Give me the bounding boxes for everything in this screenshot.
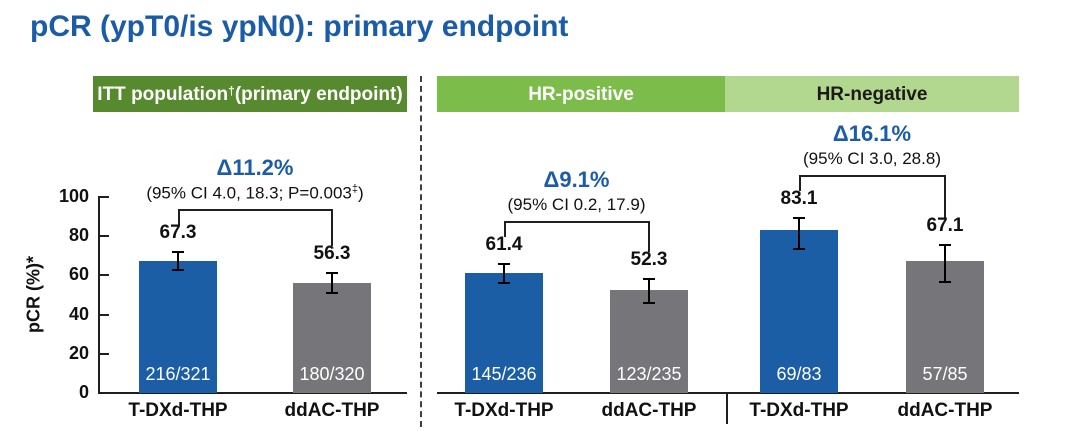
error-bar-cap-top — [643, 278, 655, 281]
delta-label: Δ16.1% — [832, 120, 912, 146]
y-tick-label: 100 — [58, 186, 89, 206]
bar-x-label: T-DXd-THP — [128, 400, 228, 421]
y-tick-mark — [100, 196, 109, 198]
comparison-bracket-left — [504, 220, 506, 237]
bar-count-label: 123/235 — [616, 364, 682, 384]
ci-text: (95% CI 3.0, 28.8) — [803, 148, 941, 168]
bar-t-dxd-thp — [760, 230, 838, 393]
bar-value-label: 52.3 — [630, 249, 668, 271]
comparison-bracket-left — [799, 174, 801, 191]
x-axis-left — [99, 392, 407, 394]
error-bar-cap-top — [498, 262, 510, 265]
page-title: pCR (ypT0/is ypN0): primary endpoint — [30, 10, 569, 43]
panel-header-hr-positive: HR-positive — [437, 76, 725, 112]
bar-x-label: T-DXd-THP — [454, 400, 554, 421]
dagger-symbol: † — [228, 84, 235, 98]
error-bar-cap-bottom — [498, 282, 510, 285]
y-tick-mark — [100, 352, 109, 355]
bar-ddac-thp — [610, 290, 688, 393]
comparison-bracket-right — [944, 174, 946, 219]
error-bar-line — [648, 278, 650, 304]
y-tick-label: 40 — [68, 303, 89, 324]
error-bar-cap-bottom — [793, 247, 805, 250]
comparison-bracket-top — [504, 220, 649, 223]
y-tick-mark — [100, 313, 109, 316]
comparison-bracket-top — [178, 208, 332, 211]
bar-value-label: 56.3 — [313, 243, 351, 265]
bar-ddac-thp — [293, 282, 371, 393]
ci-label: (95% CI 4.0, 18.3; P=0.003‡) — [95, 183, 415, 204]
error-bar-cap-bottom — [939, 281, 951, 284]
error-bar-line — [331, 272, 333, 294]
bar-count-label: 57/85 — [922, 364, 968, 384]
bar-count-label: 180/320 — [299, 364, 365, 384]
bar-t-dxd-thp — [139, 261, 217, 393]
bar-x-label: ddAC-THP — [601, 400, 697, 421]
panel-header-itt-suffix: (primary endpoint) — [234, 83, 403, 105]
bar-x-label: ddAC-THP — [897, 400, 993, 421]
y-tick-label: 20 — [68, 342, 89, 363]
bar-x-label: T-DXd-THP — [749, 400, 849, 421]
ci-label: (95% CI 3.0, 28.8) — [712, 149, 1032, 169]
ci-text-close: ) — [358, 183, 364, 203]
error-bar-line — [503, 262, 505, 285]
error-bar-cap-top — [793, 216, 805, 219]
bar-value-label: 67.3 — [159, 221, 197, 243]
x-axis-right — [437, 392, 1019, 394]
y-tick-mark — [100, 274, 109, 277]
double-dagger-symbol: ‡ — [351, 182, 358, 195]
y-tick-label: 0 — [78, 382, 89, 402]
delta-label: Δ11.2% — [216, 154, 294, 180]
error-bar-cap-bottom — [172, 269, 184, 272]
panel-divider-dashed-line — [420, 76, 422, 427]
bar-count-label: 69/83 — [776, 364, 822, 384]
ci-label: (95% CI 0.2, 17.9) — [417, 195, 737, 215]
ci-text: (95% CI 4.0, 18.3; P=0.003 — [146, 183, 352, 203]
error-bar-line — [944, 244, 946, 284]
comparison-bracket-top — [799, 174, 945, 177]
y-axis-line — [98, 196, 100, 394]
bar-count-label: 145/236 — [471, 364, 537, 384]
error-bar-line — [798, 216, 800, 250]
y-tick-label: 60 — [68, 264, 89, 285]
delta-label: Δ9.1% — [543, 166, 610, 192]
panel-header-itt-text: ITT population — [97, 83, 229, 105]
error-bar-cap-top — [939, 244, 951, 247]
bar-value-label: 83.1 — [780, 187, 818, 209]
bar-count-label: 216/321 — [145, 364, 211, 384]
bar-value-label: 67.1 — [926, 215, 964, 237]
error-bar-cap-bottom — [326, 292, 338, 295]
bar-x-label: ddAC-THP — [284, 400, 380, 421]
comparison-bracket-right — [331, 208, 333, 247]
error-bar-cap-bottom — [643, 301, 655, 304]
bar-ddac-thp — [906, 261, 984, 393]
panel-header-itt: ITT population † (primary endpoint) — [93, 76, 407, 112]
panel-header-hr-negative: HR-negative — [725, 76, 1019, 112]
hr-group-divider-tick — [726, 393, 728, 424]
y-tick-mark — [100, 235, 109, 238]
error-bar-cap-top — [172, 250, 184, 253]
comparison-bracket-right — [648, 220, 650, 253]
ci-text: (95% CI 0.2, 17.9) — [507, 194, 646, 214]
comparison-bracket-left — [178, 208, 180, 225]
error-bar-line — [177, 250, 179, 272]
bar-value-label: 61.4 — [485, 233, 523, 255]
y-tick-label: 80 — [68, 225, 89, 246]
bar-t-dxd-thp — [465, 272, 543, 393]
error-bar-cap-top — [326, 272, 338, 275]
